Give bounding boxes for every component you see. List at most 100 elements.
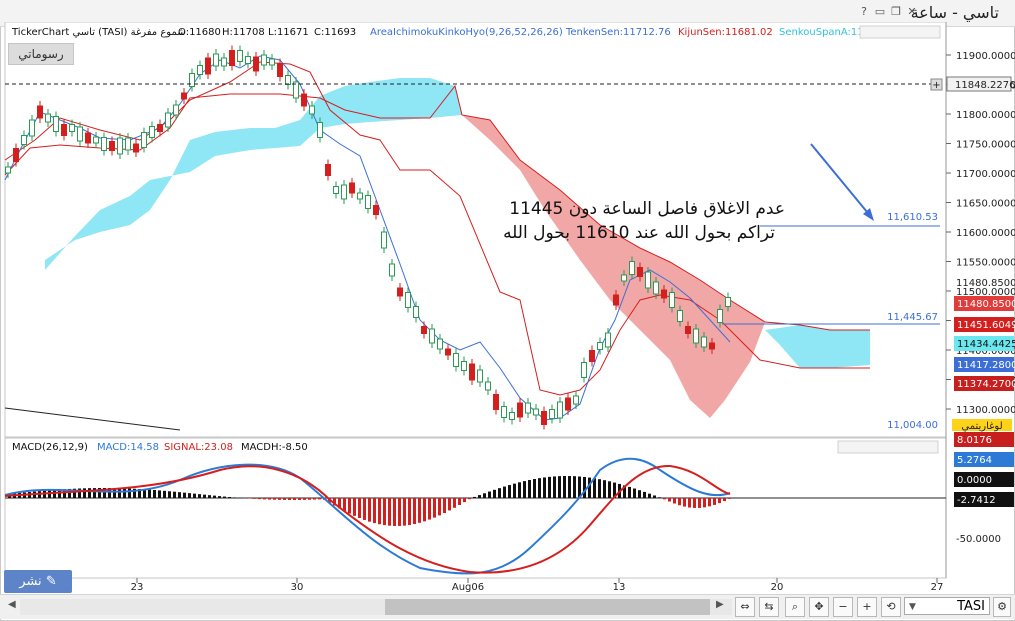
- macd-bar: [628, 486, 631, 498]
- macd-bar: [338, 498, 341, 509]
- candlesticks: [5, 45, 731, 430]
- macd-bar: [448, 498, 451, 511]
- macd-bar: [413, 498, 416, 525]
- candle-body: [525, 402, 531, 414]
- price-label-boxes: 11480.8500 11451.6049 11434.4425 11417.2800…: [954, 296, 1015, 391]
- candle-body: [381, 231, 387, 249]
- macd-bar: [718, 498, 721, 504]
- zoom-fit-icon[interactable]: ⇔: [735, 597, 755, 617]
- price-box-label: 11480.8500: [957, 299, 1015, 310]
- macd-bar: [103, 488, 106, 498]
- macd-bar: [563, 476, 566, 498]
- publish-button[interactable]: نشر ✎: [4, 570, 72, 593]
- macd-bar: [623, 485, 626, 498]
- candle-body: [261, 54, 267, 66]
- trend-line[interactable]: [4, 407, 181, 431]
- macd-value: MACD:14.58: [97, 442, 159, 453]
- candle-body: [717, 309, 723, 323]
- candle-body: [69, 124, 75, 132]
- scroll-right-icon[interactable]: ▶: [716, 599, 724, 610]
- candle-body: [253, 56, 259, 72]
- candle-body: [117, 137, 123, 155]
- window-title: تاسي - ساعة: [910, 3, 999, 22]
- macd-bar: [603, 480, 606, 498]
- candle-body: [621, 274, 627, 282]
- restore-icon[interactable]: ❐: [891, 5, 901, 18]
- macd-bar: [73, 488, 76, 498]
- candle-body: [637, 267, 643, 277]
- panel-controls[interactable]: [859, 25, 941, 39]
- macd-bar: [728, 498, 731, 499]
- time-tick: 20: [771, 582, 784, 593]
- reset-zoom-icon[interactable]: ⟲: [881, 597, 901, 617]
- macd-bar: [348, 498, 351, 514]
- time-tick: 13: [613, 582, 626, 593]
- macd-bar: [608, 481, 611, 498]
- close-icon[interactable]: ✕: [907, 5, 917, 18]
- symbol-selector[interactable]: ▼ TASI: [904, 597, 990, 615]
- macd-bar: [308, 498, 311, 500]
- macd-bar: [708, 498, 711, 507]
- zoom-in-icon[interactable]: +: [857, 597, 877, 617]
- candle-body: [229, 50, 235, 66]
- candle-body: [533, 408, 539, 416]
- macd-label-boxes: 8.0176 5.2764 0.0000 -2.7412: [954, 432, 1014, 507]
- macd-bar: [258, 498, 261, 500]
- help-icon[interactable]: ?: [861, 5, 867, 18]
- time-tick: 30: [291, 582, 304, 593]
- level-label-11445: 11,445.67: [887, 312, 938, 323]
- pencil-icon: ✎: [45, 574, 57, 589]
- macd-bar: [48, 490, 51, 498]
- minimize-icon[interactable]: ▭: [874, 5, 886, 18]
- arrow-head-icon: [863, 208, 874, 221]
- macd-title: MACD(26,12,9): [12, 442, 88, 453]
- macd-bar: [528, 479, 531, 498]
- macd-bar: [388, 498, 391, 526]
- price-tick: 11600.0000: [956, 228, 1015, 239]
- macd-box-label: 8.0176: [957, 435, 992, 446]
- price-box: [954, 376, 1014, 391]
- crosshair-add-icon[interactable]: [930, 78, 943, 91]
- macd-bar: [408, 498, 411, 525]
- chart-canvas[interactable]: 11,610.53 11,445.67 11,004.00 عدم الاغلا…: [0, 22, 1015, 594]
- scroll-left-icon[interactable]: ◀: [8, 599, 16, 610]
- price-tick: 11750.0000: [956, 140, 1015, 151]
- macd-bar: [653, 495, 656, 498]
- annotation-arrow[interactable]: [810, 143, 873, 219]
- macd-bar: [398, 498, 401, 526]
- pan-icon[interactable]: ✥: [809, 597, 829, 617]
- macd-bar: [83, 488, 86, 498]
- candle-body: [589, 350, 595, 362]
- scroll-thumb[interactable]: [385, 599, 710, 615]
- candle-body: [101, 137, 107, 151]
- chevron-down-icon: ▼: [909, 602, 916, 612]
- macd-bar: [543, 477, 546, 498]
- price-tick: 11900.0000: [956, 51, 1015, 62]
- macd-bar: [583, 476, 586, 498]
- candle-body: [37, 105, 43, 119]
- candle-body: [357, 192, 363, 200]
- crosshair-price-box: [946, 76, 1012, 92]
- price-box: [954, 296, 1014, 311]
- macd-tick: -50.0000: [956, 534, 1001, 545]
- candle-body: [317, 122, 323, 138]
- macd-box: [954, 492, 1014, 507]
- macd-bar: [598, 479, 601, 498]
- magnify-icon[interactable]: ⌕: [785, 597, 805, 617]
- macd-panel-controls[interactable]: [837, 440, 939, 454]
- zoom-range-icon[interactable]: ⇆: [759, 597, 779, 617]
- macd-bar: [613, 482, 616, 498]
- candle-body: [285, 75, 291, 85]
- macd-bar: [263, 498, 266, 500]
- macd-bar: [663, 498, 666, 500]
- zoom-out-icon[interactable]: −: [833, 597, 853, 617]
- macd-bar: [593, 478, 596, 498]
- macd-bar: [673, 498, 676, 504]
- level-label-11610: 11,610.53: [887, 212, 938, 223]
- my-drawings-button[interactable]: رسوماتي: [8, 43, 74, 65]
- log-scale-box[interactable]: [952, 419, 1012, 431]
- settings-icon[interactable]: ⚙: [993, 597, 1011, 617]
- candle-body: [85, 132, 91, 144]
- macd-bar: [123, 488, 126, 498]
- candle-body: [21, 135, 27, 145]
